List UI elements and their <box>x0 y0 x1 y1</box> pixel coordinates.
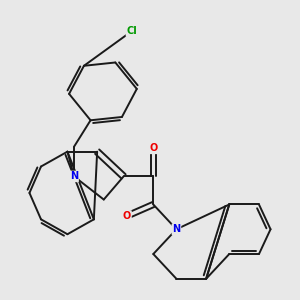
Text: N: N <box>172 224 181 234</box>
Text: O: O <box>149 143 158 153</box>
Text: Cl: Cl <box>127 26 137 36</box>
Text: O: O <box>123 211 131 221</box>
Text: N: N <box>70 171 78 182</box>
